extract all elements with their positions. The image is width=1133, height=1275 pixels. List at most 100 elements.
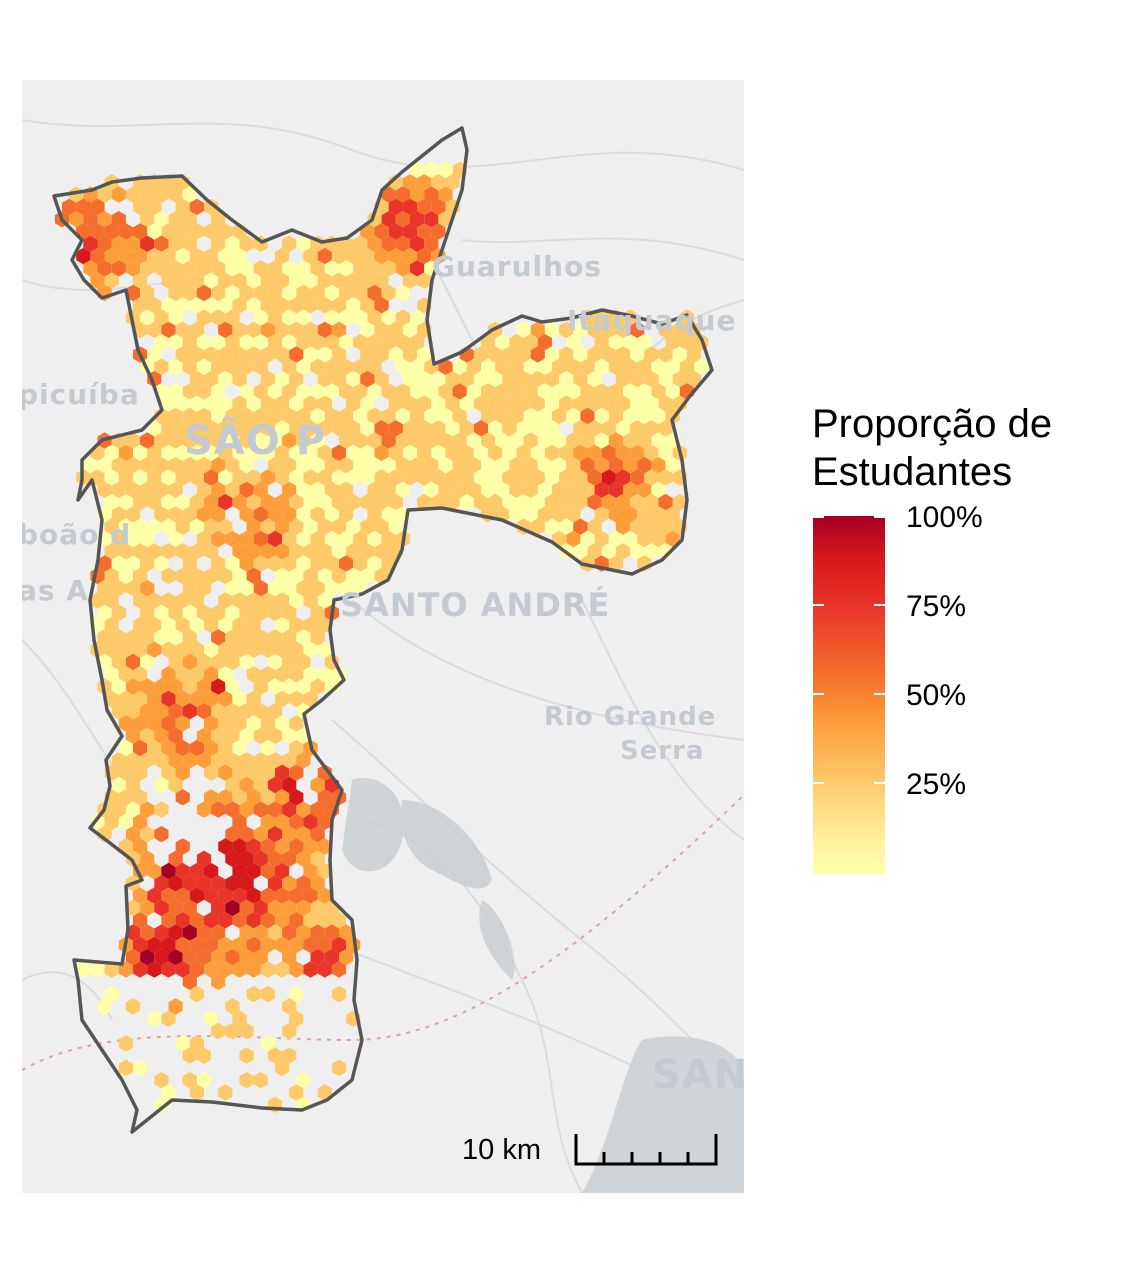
hexbin-cell	[111, 260, 126, 277]
hexbin-cell	[360, 469, 375, 486]
hexbin-cell	[388, 493, 403, 511]
hexbin-cell	[402, 272, 418, 289]
hexbin-cell	[289, 592, 304, 609]
hexbin-cell	[133, 493, 148, 511]
hexbin-cell	[189, 493, 204, 511]
hexbin-cell	[282, 752, 297, 769]
hexbin-cell	[225, 407, 240, 425]
hexbin-cell	[282, 334, 297, 351]
hexbin-cell	[196, 383, 212, 400]
hexbin-cell	[275, 420, 290, 437]
hexbin-cell	[658, 469, 673, 486]
hexbin-cell	[232, 616, 247, 634]
hexbin-cell	[260, 764, 275, 781]
hexbin-cell	[83, 260, 98, 277]
hexbin-cell	[559, 346, 574, 363]
hexbin-cell	[339, 284, 354, 302]
hexbin-cell	[218, 739, 233, 757]
hexbin-cell	[267, 1047, 283, 1064]
hexbin-cell	[133, 518, 148, 535]
map-panel[interactable]: Guarulhos Itaquaque picuíba SÃO P boão d…	[22, 80, 744, 1193]
hexbin-cell	[353, 407, 368, 425]
hexbin-cell	[168, 186, 183, 203]
hexbin-cell	[147, 346, 162, 363]
hexbin-cell	[275, 370, 290, 388]
hexbin-cell	[211, 727, 226, 744]
hexbin-cell	[282, 629, 297, 646]
hexbin-cell	[530, 420, 545, 437]
hexbin-cell	[410, 235, 425, 252]
hexbin-cell	[104, 690, 119, 708]
hexbin-cell	[637, 506, 652, 523]
hexbin-cell	[630, 543, 645, 560]
hexbin-cell	[161, 321, 176, 339]
hexbin-cell	[282, 653, 297, 671]
hexbin-cell	[573, 444, 588, 462]
hexbin-cell	[331, 346, 347, 363]
hexbin-cell	[253, 555, 268, 572]
hexbin-cell	[374, 247, 389, 265]
hexbin-cell	[204, 198, 219, 216]
hexbin-cell	[182, 899, 197, 917]
hexbin-cell	[339, 334, 354, 351]
legend-label-100: 100%	[906, 501, 983, 534]
hexbin-cell	[147, 862, 162, 880]
hexbin-cell	[182, 604, 197, 621]
hexbin-cell	[133, 739, 148, 757]
hexbin-cell	[168, 211, 183, 228]
hexbin-cell	[317, 321, 332, 339]
hexbin-cell	[317, 297, 332, 314]
hexbin-cell	[232, 247, 247, 265]
hexbin-cell	[438, 407, 453, 425]
hexbin-cell	[147, 616, 162, 634]
basemap-label-serra: Serra	[620, 736, 705, 766]
hexbin-cell	[175, 395, 190, 412]
hexbin-cell	[346, 297, 361, 314]
hexbin-cell	[289, 887, 304, 904]
hexbin-cell	[530, 444, 545, 462]
hexbin-cell	[523, 481, 538, 498]
hexbin-cell	[111, 653, 126, 671]
hexbin-cell	[594, 309, 609, 326]
hexbin-cell	[253, 678, 268, 695]
hexbin-cell	[204, 493, 219, 511]
hexbin-cell	[267, 260, 283, 277]
hexbin-cell	[331, 444, 347, 462]
hexbin-cell	[424, 161, 439, 179]
hexbin-cell	[147, 297, 162, 314]
hexbin-cell	[168, 506, 183, 523]
hexbin-cell	[395, 407, 410, 425]
hexbin-cell	[310, 580, 325, 597]
hexbin-cell	[417, 370, 432, 388]
hexbin-cell	[239, 776, 254, 794]
hexbin-cell	[523, 358, 538, 375]
hexbin-cell	[168, 703, 183, 720]
hexbin-cell	[445, 469, 460, 486]
hexbin-cell	[232, 420, 247, 437]
hexbin-cell	[310, 629, 325, 646]
hexbin-cell	[232, 543, 247, 560]
hexbin-cell	[232, 838, 247, 855]
hexbin-cell	[317, 420, 332, 437]
hexbin-cell	[239, 629, 254, 646]
hexbin-cell	[232, 321, 247, 339]
hexbin-cell	[665, 530, 680, 548]
hexbin-cell	[225, 899, 240, 917]
hexbin-cell	[97, 235, 112, 252]
hexbin-cell	[353, 235, 368, 252]
hexbin-cell	[232, 789, 247, 806]
hexbin-cell	[587, 321, 602, 339]
hexbin-cell	[168, 776, 183, 794]
hexbin-cell	[267, 850, 283, 867]
hexbin-cell	[175, 912, 190, 929]
hexbin-cell	[118, 1035, 133, 1052]
hexbin-cell	[374, 272, 389, 289]
hexbin-cell	[289, 838, 304, 855]
hexbin-cell	[182, 334, 197, 351]
hexbin-cell	[452, 432, 467, 449]
hexbin-cell	[672, 370, 687, 388]
hexbin-cell	[161, 518, 176, 535]
map-canvas[interactable]	[22, 80, 744, 1193]
hexbin-cell	[353, 334, 368, 351]
hexbin-cell	[246, 444, 261, 462]
